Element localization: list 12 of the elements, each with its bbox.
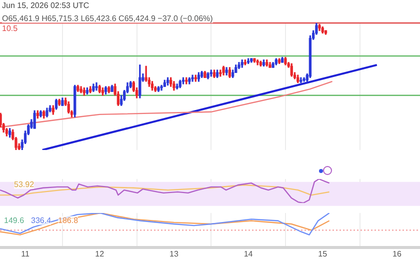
- x-tick-label: 13: [169, 249, 179, 258]
- annotation: 336.4: [31, 216, 52, 225]
- x-tick-label: 11: [21, 249, 30, 258]
- annotation: O65,461.9 H65,715.3 L65,423.6 C65,424.9 −37.0 (−0.06%): [2, 14, 213, 23]
- text: Jun 15, 2026 02:53 UTC: [2, 1, 90, 10]
- annotation: 10.5: [2, 24, 18, 33]
- x-tick-label: 12: [95, 249, 105, 258]
- x-tick-label: 16: [392, 249, 402, 258]
- annotation: 149.6: [4, 216, 24, 225]
- annotation: 53.92: [14, 180, 34, 189]
- x-tick-label: 15: [318, 249, 328, 258]
- x-tick-label: 14: [244, 249, 254, 258]
